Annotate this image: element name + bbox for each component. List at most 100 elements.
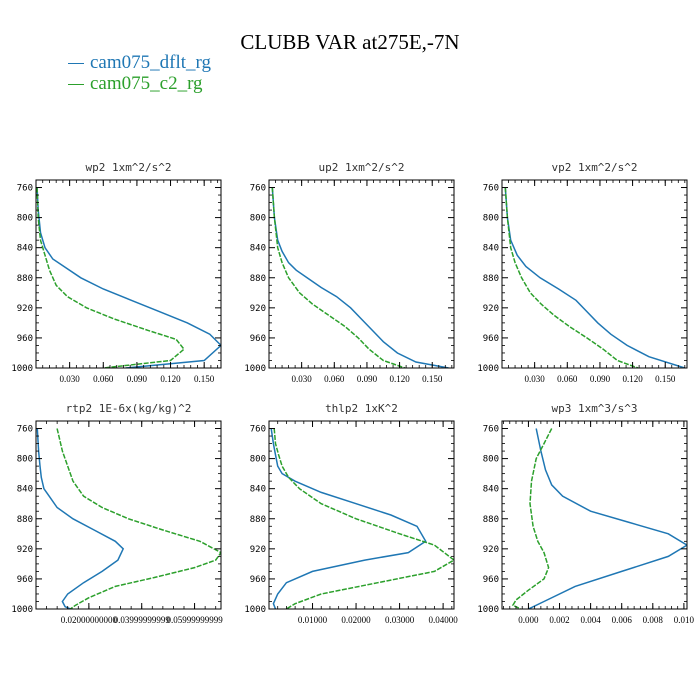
series-line: [273, 428, 454, 609]
x-tick-label: 0.01000: [298, 615, 328, 625]
x-tick-label: 0.120: [160, 374, 181, 384]
y-tick-label: 840: [17, 485, 33, 495]
plot-frame: [268, 420, 455, 610]
series-line: [36, 428, 125, 609]
x-tick-label: 0.000: [518, 615, 539, 625]
x-tick-label: 0.008: [643, 615, 664, 625]
panel-title: thlp2 1xK^2: [325, 402, 398, 415]
plot-frame: [501, 179, 688, 369]
x-tick-label: 0.150: [194, 374, 215, 384]
x-tick-label: 0.060: [324, 374, 345, 384]
x-tick-label: 0.060: [93, 374, 114, 384]
chart-panel: rtp2 1E-6x(kg/kg)^2 760 800 840 880 920 960 100…: [11, 402, 223, 625]
legend-line-icon: [68, 84, 84, 86]
x-tick-label: 0.05999999999: [166, 615, 223, 625]
y-tick-label: 800: [483, 214, 499, 224]
y-tick-label: 840: [483, 244, 499, 254]
series-line: [36, 187, 221, 368]
y-tick-label: 880: [483, 274, 499, 284]
y-tick-label: 880: [483, 515, 499, 525]
y-tick-label: 840: [17, 244, 33, 254]
legend-item-c2: cam075_c2_rg: [68, 73, 211, 94]
y-tick-label: 1000: [11, 364, 33, 374]
x-tick-label: 0.02000: [341, 615, 371, 625]
plot-frame: [501, 420, 688, 610]
y-tick-label: 960: [483, 334, 499, 344]
y-tick-label: 800: [250, 455, 266, 465]
y-tick-label: 1000: [477, 605, 499, 615]
plot-frame: [35, 179, 222, 369]
y-tick-label: 840: [250, 244, 266, 254]
x-tick-label: 0.03999999999: [114, 615, 171, 625]
chart-panel: thlp2 1xK^2 760 800 840 880 920 960 1000 0.01000…: [244, 402, 458, 625]
y-tick-label: 960: [250, 334, 266, 344]
panel-title: wp2 1xm^2/s^2: [85, 161, 171, 174]
panel-title: wp3 1xm^3/s^3: [551, 402, 637, 415]
legend: cam075_dflt_rg cam075_c2_rg: [68, 52, 211, 94]
plot-frame: [268, 179, 455, 369]
series-line: [528, 428, 687, 609]
x-tick-label: 0.030: [525, 374, 546, 384]
y-tick-label: 1000: [11, 605, 33, 615]
y-tick-label: 800: [17, 455, 33, 465]
legend-label: cam075_c2_rg: [90, 73, 203, 94]
x-tick-label: 0.090: [127, 374, 148, 384]
series-line: [504, 187, 686, 368]
legend-item-dflt: cam075_dflt_rg: [68, 52, 211, 73]
x-tick-label: 0.150: [655, 374, 676, 384]
series-line: [270, 428, 427, 609]
legend-label: cam075_dflt_rg: [90, 52, 212, 73]
figure-title: CLUBB VAR at275E,-7N: [240, 30, 460, 54]
chart-panel: wp2 1xm^2/s^2 760 800 840 880 920 960 1000 0.030…: [11, 161, 222, 384]
y-tick-label: 920: [17, 304, 33, 314]
chart-panel: vp2 1xm^2/s^2 760 800 840 880 920 960 1000 0.030…: [477, 161, 688, 384]
x-tick-label: 0.090: [590, 374, 611, 384]
series-line: [504, 187, 639, 368]
series-line: [511, 428, 553, 609]
y-tick-label: 760: [250, 425, 266, 435]
y-tick-label: 920: [250, 545, 266, 555]
y-tick-label: 760: [483, 184, 499, 194]
chart-panel: wp3 1xm^3/s^3 760 800 840 880 920 960 1000 0.000…: [477, 402, 694, 625]
series-line: [271, 187, 449, 368]
x-tick-label: 0.150: [422, 374, 443, 384]
y-tick-label: 920: [483, 304, 499, 314]
panel-title: vp2 1xm^2/s^2: [551, 161, 637, 174]
x-tick-label: 0.120: [622, 374, 643, 384]
y-tick-label: 840: [483, 485, 499, 495]
y-tick-label: 880: [250, 515, 266, 525]
x-tick-label: 0.002: [549, 615, 569, 625]
y-tick-label: 960: [250, 575, 266, 585]
x-tick-label: 0.010: [674, 615, 695, 625]
y-tick-label: 920: [17, 545, 33, 555]
y-tick-label: 760: [17, 425, 33, 435]
y-tick-label: 880: [17, 515, 33, 525]
y-tick-label: 760: [483, 425, 499, 435]
series-line: [56, 428, 221, 609]
y-tick-label: 880: [250, 274, 266, 284]
chart-panel: up2 1xm^2/s^2 760 800 840 880 920 960 1000 0.030…: [244, 161, 455, 384]
series-line: [271, 187, 406, 368]
x-tick-label: 0.030: [292, 374, 313, 384]
x-tick-label: 0.030: [60, 374, 81, 384]
y-tick-label: 1000: [477, 364, 499, 374]
y-tick-label: 920: [250, 304, 266, 314]
y-tick-label: 1000: [244, 605, 266, 615]
panel-title: up2 1xm^2/s^2: [318, 161, 404, 174]
x-tick-label: 0.004: [580, 615, 601, 625]
y-tick-label: 840: [250, 485, 266, 495]
x-tick-label: 0.03000: [385, 615, 415, 625]
y-tick-label: 960: [17, 575, 33, 585]
series-line: [36, 187, 186, 368]
x-tick-label: 0.060: [557, 374, 578, 384]
y-tick-label: 960: [483, 575, 499, 585]
x-tick-label: 0.120: [389, 374, 410, 384]
panel-title: rtp2 1E-6x(kg/kg)^2: [66, 402, 192, 415]
y-tick-label: 760: [250, 184, 266, 194]
y-tick-label: 800: [483, 455, 499, 465]
y-tick-label: 880: [17, 274, 33, 284]
x-tick-label: 0.02000000000: [61, 615, 118, 625]
x-tick-label: 0.006: [612, 615, 633, 625]
